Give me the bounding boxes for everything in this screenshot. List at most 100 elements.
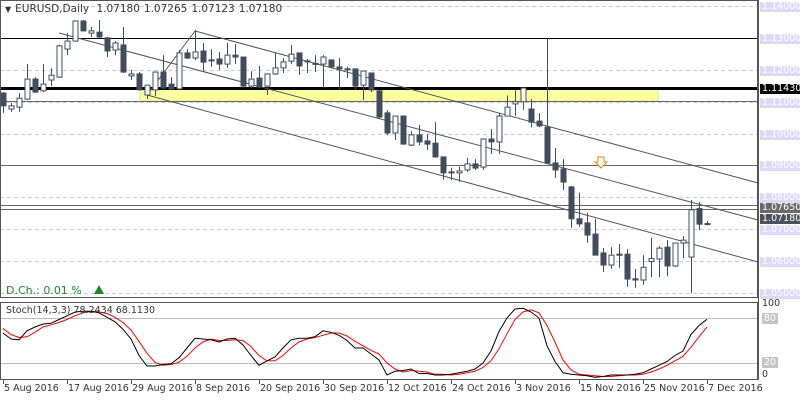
bear-candle-body xyxy=(352,68,359,87)
bull-candle-body xyxy=(112,42,119,51)
candle xyxy=(424,133,431,150)
stoch-tick-label: 100 xyxy=(762,298,781,309)
candle xyxy=(616,243,623,268)
candle xyxy=(240,56,247,88)
date-tick-label: 30 Sep 2016 xyxy=(324,383,385,394)
candle xyxy=(280,57,287,73)
candle xyxy=(648,237,655,278)
price-tick-label: 1.05000 xyxy=(760,287,800,299)
bull-candle-body xyxy=(144,84,151,96)
candle xyxy=(48,68,55,87)
date-tick-label: 12 Oct 2016 xyxy=(388,383,447,394)
bear-candle-body xyxy=(632,278,639,281)
candle xyxy=(560,159,567,191)
channel-middle-line[interactable] xyxy=(58,32,759,221)
channel-lower-line[interactable] xyxy=(146,94,759,263)
bull-candle-body xyxy=(128,73,135,77)
price-tick-label: 1.08000 xyxy=(760,191,800,203)
candle xyxy=(440,156,447,180)
bear-candle-body xyxy=(32,78,39,93)
candle xyxy=(448,167,455,180)
stoch-tick-label: 20 xyxy=(762,357,779,368)
bear-candle-body xyxy=(240,56,247,87)
dropdown-triangle-icon[interactable]: ▼ xyxy=(5,5,12,14)
bear-candle-body xyxy=(336,66,343,70)
candle xyxy=(272,52,279,75)
bear-candle-body xyxy=(544,126,551,164)
price-channel[interactable] xyxy=(58,30,759,263)
date-tick-label: 7 Dec 2016 xyxy=(708,383,763,394)
bear-candle-body xyxy=(80,20,87,32)
candle xyxy=(64,33,71,56)
bull-candle-body xyxy=(72,20,79,42)
stoch-label: Stoch(14,3,3) 78.2434 68.1130 xyxy=(6,305,156,316)
bull-candle-body xyxy=(640,266,647,281)
candle xyxy=(584,212,591,243)
date-axis-ticks xyxy=(3,0,759,384)
candle xyxy=(232,43,239,65)
date-tick-label: 20 Sep 2016 xyxy=(260,383,321,394)
bear-candle-body xyxy=(576,218,583,225)
bear-candle-body xyxy=(328,59,335,68)
bear-candle-body xyxy=(208,59,215,62)
stoch-d-line xyxy=(2,309,708,377)
bear-candle-body xyxy=(592,233,599,256)
low-value: 1.07123 xyxy=(191,3,235,15)
price-marker-label: 1.07180 xyxy=(760,212,800,224)
candle xyxy=(664,240,671,277)
bull-candle-body xyxy=(176,52,183,90)
stoch-levels xyxy=(0,318,758,364)
bull-candle-body xyxy=(504,106,511,117)
date-tick-label: 25 Nov 2016 xyxy=(644,383,705,394)
candle xyxy=(600,248,607,273)
bear-candle-body xyxy=(312,62,319,65)
candle xyxy=(384,109,391,136)
candle xyxy=(368,72,375,93)
bear-candle-body xyxy=(664,246,671,267)
bear-candle-body xyxy=(416,134,423,143)
price-tick-label: 1.11000 xyxy=(760,96,800,108)
arrow-down-icon[interactable] xyxy=(593,156,609,169)
candle xyxy=(16,93,23,112)
candle xyxy=(88,27,95,37)
bear-candle-body xyxy=(256,77,263,88)
bull-candle-body xyxy=(520,87,527,103)
candle xyxy=(192,29,199,61)
bull-candle-body xyxy=(464,163,471,171)
candle xyxy=(304,58,311,73)
candle xyxy=(8,102,15,112)
bull-candle-body xyxy=(88,30,95,34)
candle xyxy=(352,68,359,90)
candle xyxy=(464,157,471,172)
candle xyxy=(24,64,31,101)
bear-candle-body xyxy=(560,168,567,183)
bull-candle-body xyxy=(280,61,287,69)
stoch-k-line xyxy=(2,307,708,378)
bull-candle-body xyxy=(264,73,271,87)
bull-candle-body xyxy=(272,67,279,75)
candle xyxy=(200,43,207,73)
bear-candle-body xyxy=(120,44,127,73)
candle xyxy=(344,66,351,79)
bear-candle-body xyxy=(200,50,207,63)
channel-upper-line[interactable] xyxy=(194,30,759,184)
price-tick-label: 1.09000 xyxy=(760,159,800,171)
date-tick-label: 8 Sep 2016 xyxy=(196,383,251,394)
candle xyxy=(592,218,599,256)
bull-candle-body xyxy=(224,54,231,65)
horizontal-lines xyxy=(0,38,758,210)
bear-candle-body xyxy=(384,112,391,134)
candle xyxy=(168,77,175,90)
bull-candle-body xyxy=(648,258,655,263)
bear-candle-body xyxy=(368,72,375,91)
bull-candle-body xyxy=(360,70,367,86)
bull-candle-body xyxy=(392,115,399,134)
bear-candle-body xyxy=(0,92,7,107)
candle xyxy=(456,166,463,182)
date-tick-label: 29 Aug 2016 xyxy=(132,383,193,394)
bull-candle-body xyxy=(408,134,415,146)
candle xyxy=(520,87,527,110)
date-tick-label: 24 Oct 2016 xyxy=(452,383,511,394)
bear-candle-body xyxy=(184,52,191,59)
